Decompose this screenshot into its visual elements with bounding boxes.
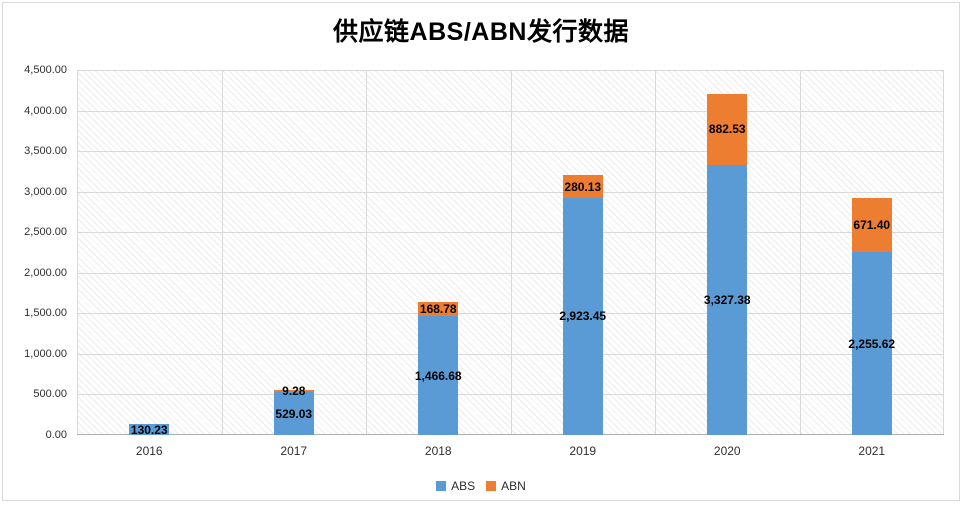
data-label-abs-2016: 130.23 [130,422,168,437]
legend: ABS ABN [3,479,959,493]
bar-segment-abn-2021 [851,197,892,253]
legend-swatch-abs [436,481,447,491]
x-axis-tick-label: 2019 [569,444,597,458]
legend-swatch-abn [486,481,497,491]
y-axis-tick-labels: 0.00 500.00 1,000.00 1,500.00 2,000.00 2,500.… [3,64,67,441]
data-label-abn-2020: 882.53 [708,122,746,137]
data-label-abn-2018: 168.78 [419,302,457,317]
y-axis-tick-label: 0.00 [45,429,67,441]
gridline-vertical [943,70,944,435]
bar-segment-abs-2021 [851,252,892,435]
bar-segment-abs-2019 [562,197,603,435]
gridline-horizontal [77,272,944,274]
x-axis-tick-labels: 2016 2017 2018 2019 2020 2021 [77,444,944,460]
data-label-abs-2018: 1,466.68 [414,368,462,383]
bar-segment-abs-2016 [129,424,170,435]
bar-segment-abn-2018 [418,302,459,317]
legend-label-abn: ABN [501,479,526,493]
gridline-horizontal [77,151,944,153]
data-label-abs-2019: 2,923.45 [559,309,607,324]
gridline-vertical [366,70,367,435]
bar-segment-abn-2020 [707,93,748,166]
gridline-horizontal [77,394,944,396]
bar-segment-abn-2019 [562,175,603,198]
bar-segment-abs-2020 [707,165,748,435]
y-axis-tick-label: 2,000.00 [24,266,67,279]
x-axis-tick-label: 2016 [135,444,163,458]
gridline-horizontal [77,232,944,234]
y-axis-tick-label: 3,000.00 [24,185,67,198]
y-axis-tick-label: 1,000.00 [24,347,67,360]
gridline-vertical [222,70,223,435]
legend-item-abn: ABN [486,479,526,493]
bar-segment-abn-2017 [273,390,314,393]
y-axis-tick-label: 4,500.00 [24,64,67,76]
gridline-horizontal [77,313,944,315]
gridline-horizontal [77,191,944,193]
x-axis-line [77,434,944,435]
x-axis-tick-label: 2021 [858,444,886,458]
data-label-abs-2017: 529.03 [275,406,313,421]
gridline-horizontal [77,110,944,112]
x-axis-tick-label: 2017 [280,444,308,458]
bar-segment-abs-2017 [273,392,314,435]
gridline-vertical [655,70,656,435]
y-axis-tick-label: 1,500.00 [24,307,67,320]
gridline-horizontal [77,70,944,71]
y-axis-tick-label: 500.00 [33,388,67,401]
legend-item-abs: ABS [436,479,475,493]
chart-frame: 供应链ABS/ABN发行数据 0.00 500.00 1,000.00 1,500.0… [2,2,960,501]
gridline-vertical [511,70,512,435]
y-axis-tick-label: 4,000.00 [24,104,67,117]
data-label-abn-2019: 280.13 [564,179,602,194]
data-label-abs-2020: 3,327.38 [703,293,751,308]
y-axis-tick-label: 3,500.00 [24,145,67,158]
x-axis-tick-label: 2018 [424,444,452,458]
gridline-horizontal [77,353,944,355]
y-axis-tick-label: 2,500.00 [24,226,67,239]
plot-area: 130.23 529.03 9.28 1,466.68 168.78 2,923.45 28… [77,70,944,437]
data-label-abn-2017: 9.28 [282,384,306,399]
bar-segment-abs-2018 [418,316,459,435]
gridline-vertical [77,70,78,435]
chart-title: 供应链ABS/ABN发行数据 [333,18,629,46]
gridline-vertical [800,70,801,435]
legend-label-abs: ABS [451,479,476,493]
data-label-abs-2021: 2,255.62 [848,336,896,351]
x-axis-tick-label: 2020 [713,444,741,458]
data-label-abn-2021: 671.40 [853,217,891,232]
